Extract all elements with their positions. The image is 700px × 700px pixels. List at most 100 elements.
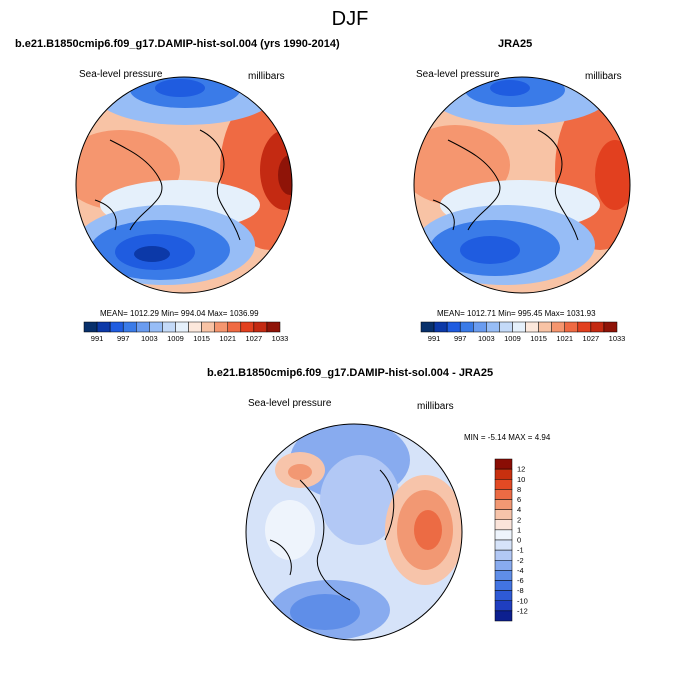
- panel2-colorbar-swatch: [577, 321, 592, 333]
- panel2-colorbar-swatch: [459, 321, 474, 333]
- panel3-colorbar-tick-label: -8: [517, 586, 524, 595]
- panel3-colorbar-swatch: [494, 509, 513, 520]
- panel2-colorbar-swatch: [499, 321, 513, 333]
- panel3-stats: MIN = -5.14 MAX = 4.94: [464, 433, 551, 442]
- panel3-colorbar-swatch: [494, 499, 513, 510]
- panel3-map-border: [245, 423, 463, 641]
- panel3-map: [246, 424, 462, 640]
- panel2-colorbar-swatch: [473, 321, 487, 333]
- panel3-colorbar-tick-label: -1: [517, 546, 524, 555]
- panel1-colorbar-tick-label: 997: [117, 334, 130, 343]
- panel1-colorbar-tick-label: 1027: [246, 334, 263, 343]
- panel1-colorbar-swatch: [266, 321, 281, 333]
- panel2-colorbar-swatch: [603, 321, 618, 333]
- panel2-colorbar-swatch: [420, 321, 435, 333]
- panel3-right-label: millibars: [417, 401, 454, 412]
- panel1-right-label: millibars: [248, 71, 285, 82]
- panel3-title: b.e21.B1850cmip6.f09_g17.DAMIP-hist-sol.…: [206, 367, 494, 379]
- panel3-colorbar-tick-label: -2: [517, 556, 524, 565]
- panel2-colorbar-tick-label: 1027: [583, 334, 600, 343]
- panel3-colorbar-swatch: [494, 580, 513, 591]
- panel1-colorbar-tick-label: 991: [91, 334, 104, 343]
- panel3-colorbar-swatch: [494, 489, 513, 500]
- panel2-colorbar-tick-label: 1021: [556, 334, 573, 343]
- panel2-colorbar-tick-label: 991: [428, 334, 441, 343]
- panel2-colorbar-swatch: [551, 321, 565, 333]
- panel3-colorbar-swatch: [494, 610, 513, 622]
- panel2-stats: MEAN= 1012.71 Min= 995.45 Max= 1031.93: [437, 309, 596, 318]
- panel1-colorbar-swatch: [136, 321, 150, 333]
- panel1-colorbar-swatch: [214, 321, 228, 333]
- panel3-colorbar-swatch: [494, 560, 513, 571]
- panel2-colorbar-swatch: [512, 321, 526, 333]
- panel3-colorbar-tick-label: 10: [517, 475, 525, 484]
- panel1-colorbar-tick-label: 1009: [167, 334, 184, 343]
- panel2-map: [414, 77, 630, 293]
- panel3-colorbar-tick-label: 4: [517, 505, 521, 514]
- panel2-title: JRA25: [498, 38, 533, 50]
- panel3-colorbar-tick-label: 6: [517, 495, 521, 504]
- panel1-colorbar-tick-label: 1033: [272, 334, 289, 343]
- panel3-colorbar-tick-label: -4: [517, 566, 524, 575]
- panel3-colorbar-tick-label: 1: [517, 525, 521, 534]
- panel2-colorbar-tick-label: 1015: [530, 334, 547, 343]
- panel1-colorbar-swatch: [188, 321, 202, 333]
- panel3-colorbar-swatch: [494, 600, 513, 612]
- panel1-colorbar-tick-label: 1015: [193, 334, 210, 343]
- panel1-colorbar-swatch: [109, 321, 124, 333]
- panel3-colorbar-swatch: [494, 570, 513, 581]
- panel2-colorbar-tick-label: 997: [454, 334, 467, 343]
- panel3-colorbar-swatch: [494, 479, 513, 490]
- panel3-colorbar-tick-label: -12: [517, 606, 528, 615]
- panel3-colorbar-swatch: [494, 590, 513, 601]
- panel2-right-label: millibars: [585, 71, 622, 82]
- panel3-colorbar-swatch: [494, 539, 513, 551]
- panel3-colorbar-swatch: [494, 458, 513, 470]
- panel1-colorbar: 991 997 1003 1009 1015 1021 1027 1033: [83, 321, 289, 343]
- panel1-left-label: Sea-level pressure: [79, 69, 163, 80]
- panel2-colorbar-swatch: [446, 321, 461, 333]
- panel3-colorbar-tick-label: -6: [517, 576, 524, 585]
- panel3-colorbar-swatch: [494, 549, 513, 561]
- panel1-colorbar-swatch: [175, 321, 189, 333]
- panel2-colorbar-swatch: [433, 321, 448, 333]
- panel2-colorbar-swatch: [564, 321, 579, 333]
- panel3-colorbar-tick-label: 8: [517, 485, 521, 494]
- panel3-colorbar-swatch: [494, 519, 513, 531]
- panel3-colorbar-tick-label: 0: [517, 536, 521, 545]
- panel2-colorbar: 991 997 1003 1009 1015 1021 1027 1033: [420, 321, 626, 343]
- panel1-colorbar-swatch: [162, 321, 176, 333]
- panel1-colorbar-swatch: [253, 321, 268, 333]
- panel1-colorbar-swatch: [149, 321, 163, 333]
- panel3-left-label: Sea-level pressure: [248, 398, 332, 409]
- panel2-colorbar-swatch: [486, 321, 500, 333]
- panel1-colorbar-swatch: [122, 321, 137, 333]
- panel2-colorbar-tick-label: 1009: [504, 334, 521, 343]
- panel1-stats: MEAN= 1012.29 Min= 994.04 Max= 1036.99: [100, 309, 259, 318]
- panel2-colorbar-swatch: [590, 321, 605, 333]
- panel2-colorbar-swatch: [525, 321, 539, 333]
- panel1-colorbar-swatch: [83, 321, 98, 333]
- panel3-colorbar-tick-label: 2: [517, 515, 521, 524]
- panel2-left-label: Sea-level pressure: [416, 69, 500, 80]
- panel1-colorbar-swatch: [201, 321, 215, 333]
- panel3-colorbar-tick-label: -10: [517, 596, 528, 605]
- panel1-colorbar-tick-label: 1021: [219, 334, 236, 343]
- panel1-title: b.e21.B1850cmip6.f09_g17.DAMIP-hist-sol.…: [15, 38, 340, 50]
- panel3-colorbar-swatch: [494, 529, 513, 541]
- panel2-map-border: [413, 76, 631, 294]
- panel1-map-border: [75, 76, 293, 294]
- panel1-map: [76, 77, 292, 293]
- panel1-colorbar-swatch: [227, 321, 242, 333]
- panel1-colorbar-tick-label: 1003: [141, 334, 158, 343]
- panel2-colorbar-tick-label: 1033: [609, 334, 626, 343]
- panel1-colorbar-swatch: [240, 321, 255, 333]
- panel3-colorbar-tick-label: 12: [517, 465, 525, 474]
- page-title: DJF: [331, 8, 369, 30]
- panel3-colorbar-swatch: [494, 468, 513, 480]
- panel1-colorbar-swatch: [96, 321, 111, 333]
- panel2-colorbar-swatch: [538, 321, 552, 333]
- panel2-colorbar-tick-label: 1003: [478, 334, 495, 343]
